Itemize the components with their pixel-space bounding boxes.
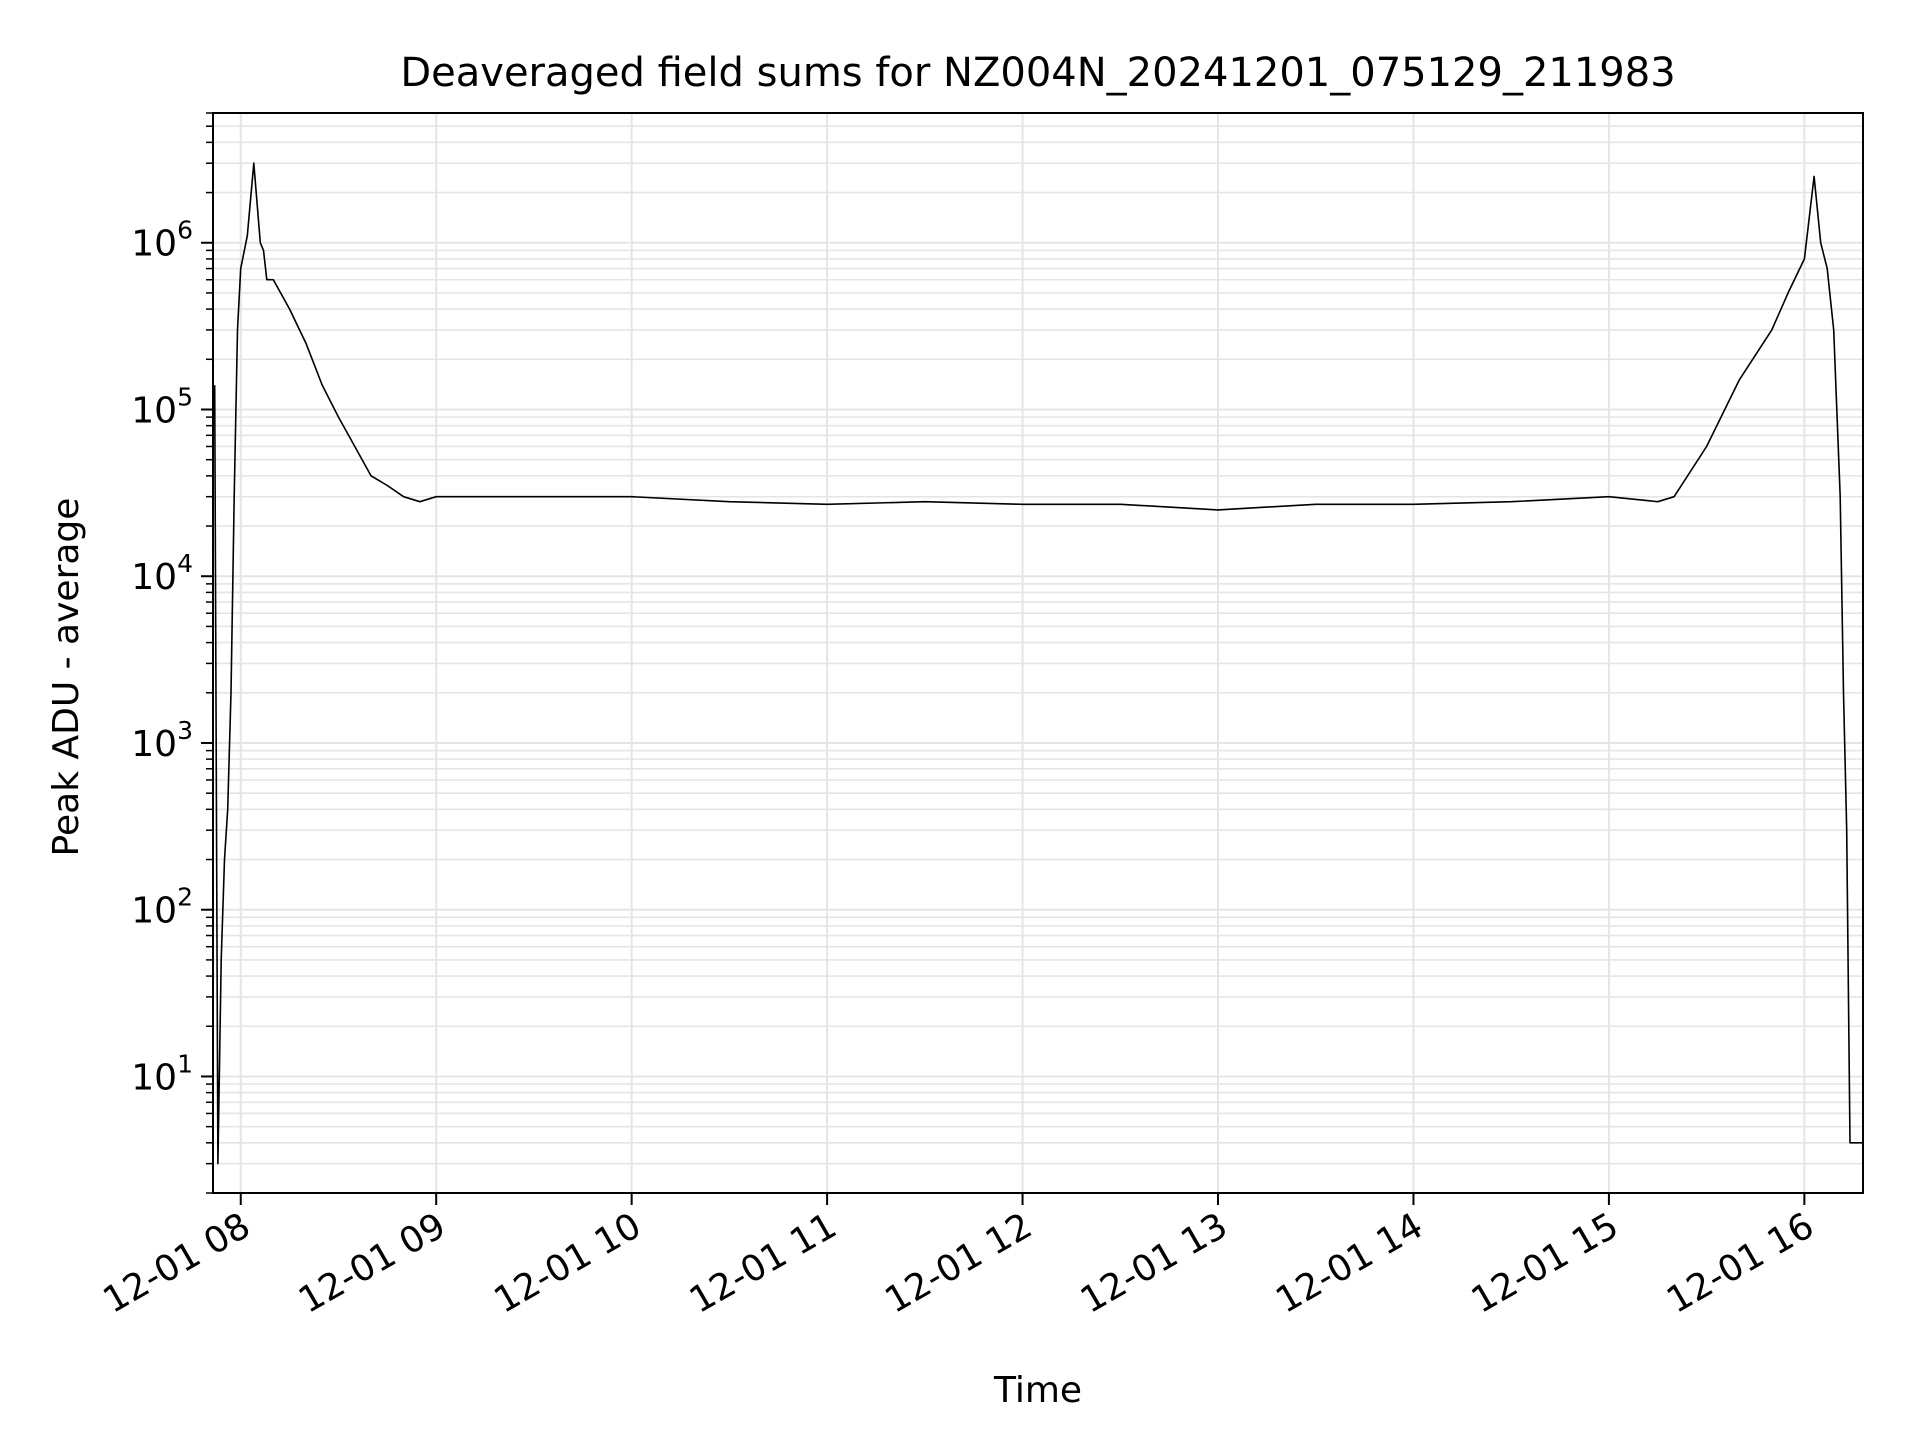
x-tick-label: 12-01 10 xyxy=(487,1205,648,1321)
x-tick-label: 12-01 09 xyxy=(292,1205,453,1321)
plot-frame xyxy=(212,112,1864,1194)
y-tick-label: 103 xyxy=(131,716,193,765)
x-tick-label: 12-01 15 xyxy=(1465,1205,1626,1321)
series-line xyxy=(213,162,1863,1165)
x-tick-label: 12-01 13 xyxy=(1074,1205,1235,1321)
x-tick-label: 12-01 08 xyxy=(97,1205,258,1321)
y-tick-label: 106 xyxy=(131,216,193,265)
y-tick-label: 101 xyxy=(131,1049,193,1098)
y-tick-label: 105 xyxy=(131,382,193,431)
chart-title: Deaveraged field sums for NZ004N_2024120… xyxy=(400,50,1675,96)
grid xyxy=(213,112,1863,1194)
x-tick-label: 12-01 11 xyxy=(683,1205,844,1321)
x-tick-label: 12-01 14 xyxy=(1269,1205,1430,1321)
y-tick-label: 104 xyxy=(131,549,193,598)
x-tick-label: 12-01 12 xyxy=(878,1205,1039,1321)
y-axis-label: Peak ADU - average xyxy=(46,498,87,857)
x-tick-label: 12-01 16 xyxy=(1660,1205,1821,1321)
axes: 101 102 103 104 105 106 12-01 08 12-01 09 12-01 … xyxy=(97,112,1864,1322)
series-line-layer xyxy=(213,162,1863,1165)
y-tick-label: 102 xyxy=(131,883,193,932)
x-axis-label: Time xyxy=(993,1370,1082,1411)
